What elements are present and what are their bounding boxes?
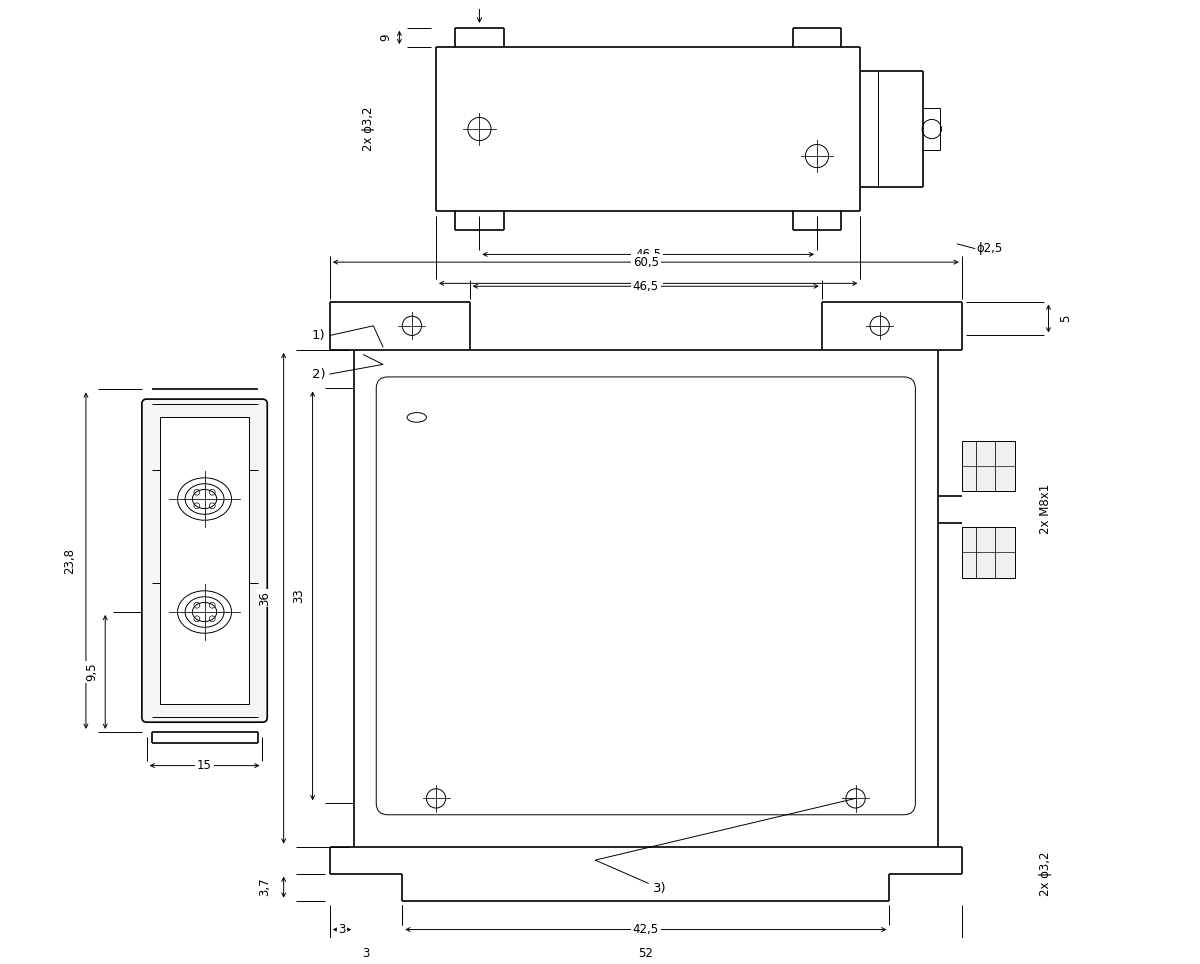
Text: 60,5: 60,5 [632,255,659,269]
Text: 3: 3 [338,924,346,936]
Text: 2): 2) [312,367,325,381]
Text: 52: 52 [638,948,653,960]
Text: 9,5: 9,5 [85,662,98,682]
Text: 2x ϕ3,2: 2x ϕ3,2 [1039,851,1052,896]
Bar [961,527,1015,577]
Text: 33: 33 [293,588,306,603]
Text: 46,5: 46,5 [632,280,659,293]
Text: 23,8: 23,8 [64,548,76,574]
Text: 3): 3) [653,882,667,895]
Text: 2x ϕ3,2: 2x ϕ3,2 [362,107,376,151]
Text: 5: 5 [1060,315,1073,322]
FancyBboxPatch shape [142,399,268,722]
Text: 46,5: 46,5 [635,248,661,261]
Bar [161,417,248,704]
Text: 42,5: 42,5 [632,924,659,936]
Text: 2x M8x1: 2x M8x1 [1039,484,1052,534]
Text: 1): 1) [312,329,325,342]
Text: 3: 3 [362,948,370,960]
Text: 36: 36 [258,591,271,605]
Text: 9: 9 [379,34,392,41]
Text: 52,4: 52,4 [635,277,661,290]
Bar [961,441,1015,491]
Text: 15: 15 [197,759,212,772]
Text: 3,7: 3,7 [258,878,271,897]
Text: ϕ2,5: ϕ2,5 [976,242,1002,255]
